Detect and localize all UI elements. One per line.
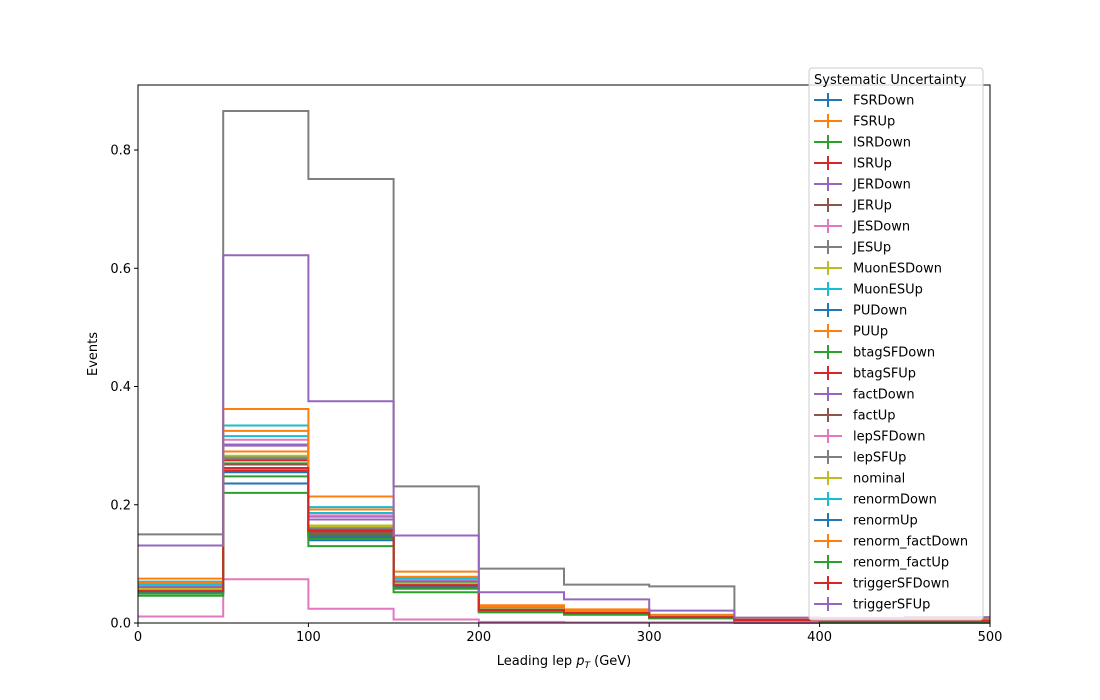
- x-tick-label: 0: [134, 630, 142, 645]
- x-tick-label: 500: [978, 630, 1003, 645]
- x-tick-label: 200: [466, 630, 491, 645]
- legend-item: btagSFUp: [814, 366, 916, 382]
- legend-label: PUDown: [853, 304, 907, 319]
- legend-item: MuonESDown: [814, 261, 942, 277]
- legend-label: lepSFDown: [853, 430, 925, 445]
- legend-item: triggerSFDown: [814, 576, 949, 592]
- legend-label: ISRUp: [853, 157, 892, 172]
- legend-item: nominal: [814, 471, 905, 487]
- legend-label: triggerSFUp: [853, 598, 930, 613]
- legend-item: JESDown: [814, 219, 910, 235]
- legend-label: JESUp: [852, 241, 891, 256]
- x-tick-label: 400: [807, 630, 832, 645]
- legend-title: Systematic Uncertainty: [814, 73, 967, 88]
- legend-label: lepSFUp: [853, 451, 906, 466]
- legend-label: factUp: [853, 409, 896, 424]
- legend-item: FSRUp: [814, 114, 895, 130]
- legend-item: lepSFDown: [814, 429, 925, 445]
- x-axis: 0 100 200 300 400 500: [134, 623, 1003, 645]
- x-axis-label-math: p: [575, 654, 584, 669]
- legend-label: JERDown: [852, 178, 911, 193]
- x-axis-label: Leading lep pT (GeV): [497, 654, 631, 671]
- legend-label: MuonESUp: [853, 283, 923, 298]
- legend-items: FSRDown FSRUp ISRDown ISRUp JERDown JERUp JESD…: [814, 93, 968, 613]
- legend-item: JESUp: [814, 240, 891, 256]
- x-axis-label-unit: (GeV): [594, 654, 631, 669]
- legend-item: btagSFDown: [814, 345, 935, 361]
- legend-item: renormUp: [814, 513, 918, 529]
- legend-item: renorm_factUp: [814, 555, 949, 571]
- legend-label: btagSFDown: [853, 346, 935, 361]
- legend-label: triggerSFDown: [853, 577, 949, 592]
- y-axis: 0.0 0.2 0.4 0.6 0.8: [110, 144, 138, 632]
- legend-item: JERUp: [814, 198, 892, 214]
- legend-label: PUUp: [853, 325, 888, 340]
- legend-item: triggerSFUp: [814, 597, 930, 613]
- legend: Systematic Uncertainty FSRDown FSRUp ISRDo…: [808, 67, 984, 621]
- x-axis-label-text: Leading lep: [497, 654, 572, 669]
- legend-box: [808, 67, 984, 621]
- x-axis-label-sub: T: [584, 661, 591, 671]
- legend-label: JESDown: [852, 220, 910, 235]
- legend-label: renormUp: [853, 514, 918, 529]
- legend-label: ISRDown: [853, 136, 911, 151]
- axes-frame: [137, 84, 991, 624]
- legend-label: FSRDown: [853, 94, 914, 109]
- legend-item: MuonESUp: [814, 282, 923, 298]
- legend-item: FSRDown: [814, 93, 914, 109]
- y-tick-label: 0.2: [110, 498, 131, 513]
- legend-item: ISRDown: [814, 135, 911, 151]
- legend-item: PUUp: [814, 324, 888, 340]
- legend-label: renorm_factDown: [853, 535, 968, 550]
- y-tick-label: 0.6: [110, 262, 131, 277]
- legend-item: renormDown: [814, 492, 937, 508]
- legend-label: btagSFUp: [853, 367, 916, 382]
- legend-label: FSRUp: [853, 115, 895, 130]
- x-tick-label: 100: [296, 630, 321, 645]
- y-axis-label: Events: [86, 332, 101, 376]
- y-tick-label: 0.0: [110, 617, 131, 632]
- legend-item: renorm_factDown: [814, 534, 968, 550]
- legend-label: MuonESDown: [853, 262, 942, 277]
- legend-item: PUDown: [814, 303, 907, 319]
- legend-label: renormDown: [853, 493, 937, 508]
- x-tick-label: 300: [637, 630, 662, 645]
- legend-item: JERDown: [814, 177, 911, 193]
- legend-item: factDown: [814, 387, 915, 403]
- legend-label: JERUp: [852, 199, 892, 214]
- legend-item: factUp: [814, 408, 896, 424]
- legend-item: ISRUp: [814, 156, 892, 172]
- legend-item: lepSFUp: [814, 450, 906, 466]
- legend-label: factDown: [853, 388, 915, 403]
- y-tick-label: 0.4: [110, 380, 131, 395]
- legend-label: renorm_factUp: [853, 556, 949, 571]
- legend-label: nominal: [853, 472, 905, 487]
- y-tick-label: 0.8: [110, 144, 131, 159]
